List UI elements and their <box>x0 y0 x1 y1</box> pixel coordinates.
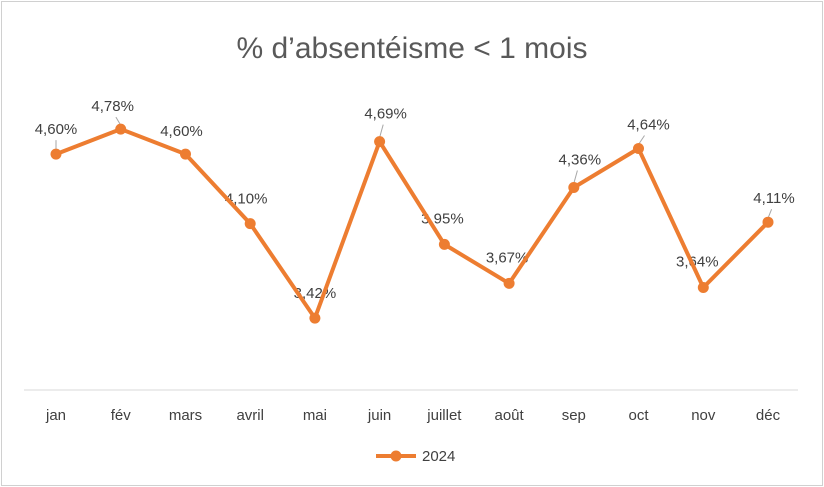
data-label: 4,10% <box>225 191 268 208</box>
data-point <box>374 136 386 148</box>
x-tick-label: oct <box>628 407 649 424</box>
series-line-2024 <box>55 127 770 321</box>
data-label: 4,69% <box>364 106 407 123</box>
x-tick-label: août <box>494 407 524 424</box>
legend-marker <box>390 450 402 462</box>
leader-line <box>573 170 578 184</box>
data-label: 4,60% <box>35 121 78 138</box>
legend-label: 2024 <box>422 448 455 465</box>
chart-title: % d’absentéisme < 1 mois <box>236 32 587 65</box>
data-point <box>309 312 321 324</box>
x-tick-label: déc <box>756 407 781 424</box>
data-point <box>180 148 191 160</box>
x-tick-label: avril <box>236 407 264 424</box>
data-point <box>697 282 709 293</box>
data-point <box>762 216 774 228</box>
data-label: 4,78% <box>91 98 134 115</box>
data-point <box>244 218 256 230</box>
x-tick-label: jan <box>45 407 66 424</box>
legend: 2024 <box>376 448 455 465</box>
x-tick-label: mai <box>303 407 327 424</box>
data-label: 4,36% <box>559 152 602 169</box>
leader-line <box>379 124 384 138</box>
x-tick-label: nov <box>691 407 716 424</box>
data-point <box>568 182 580 193</box>
data-point <box>503 277 515 289</box>
data-label: 3,64% <box>676 254 719 271</box>
x-tick-label: juin <box>367 407 391 424</box>
data-label: 4,64% <box>627 117 670 134</box>
x-tick-label: sep <box>562 407 586 424</box>
data-point <box>115 123 127 135</box>
x-tick-label: fév <box>111 407 132 424</box>
x-tick-label: juillet <box>426 407 462 424</box>
data-label: 3,67% <box>486 249 529 266</box>
leader-line <box>638 135 645 145</box>
data-point <box>50 148 62 160</box>
x-tick-label: mars <box>169 407 202 424</box>
leader-line <box>767 209 773 219</box>
data-point <box>633 143 644 154</box>
data-point <box>438 238 450 250</box>
data-label: 4,60% <box>160 123 203 140</box>
data-label: 4,11% <box>753 190 794 207</box>
